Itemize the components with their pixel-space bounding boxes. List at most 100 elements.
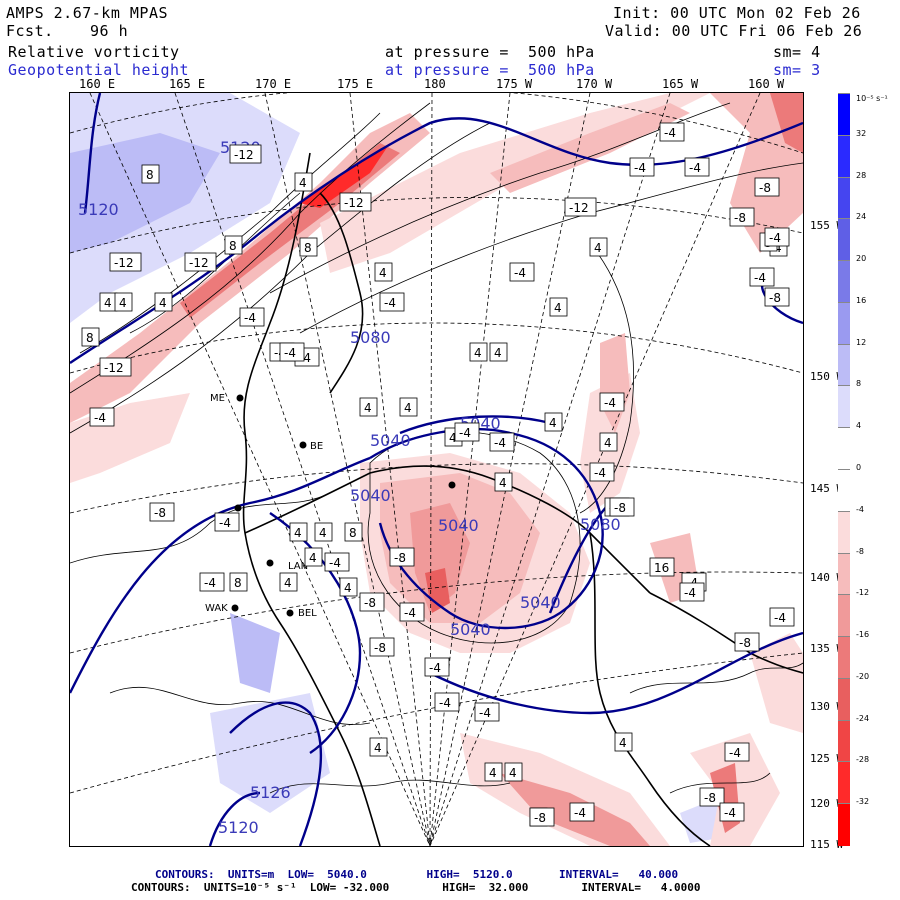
colorbar-segment	[838, 176, 850, 220]
valid-time: Valid: 00 UTC Fri 06 Feb 26	[605, 22, 863, 40]
vorticity-label-box	[494, 472, 513, 492]
vorticity-label-text: 4	[554, 301, 562, 315]
vorticity-label-text: -8	[769, 291, 781, 305]
station-label: WAK	[205, 603, 228, 614]
vorticity-label-text: -4	[459, 426, 471, 440]
vorticity-label-box	[609, 497, 635, 517]
vorticity-label: 8	[141, 164, 160, 184]
vorticity-label: -4	[764, 227, 790, 247]
footer-vorticity-contours: CONTOURS: UNITS=10⁻⁵ s⁻¹ LOW= -32.000 HI…	[131, 881, 701, 894]
vorticity-label: -8	[764, 287, 790, 307]
height-label: 5126	[250, 783, 291, 802]
vorticity-label-box	[549, 297, 568, 317]
vorticity-label: -4	[399, 602, 425, 622]
vorticity-label: 4	[469, 342, 488, 362]
vorticity-label-box	[659, 122, 685, 142]
colorbar-tick: 16	[856, 295, 867, 305]
height-label: 5040	[450, 620, 491, 639]
vorticity-label-text: 4	[494, 346, 502, 360]
vorticity-label-box	[229, 572, 248, 592]
vorticity-label: -4	[679, 582, 705, 602]
vorticity-label-text: 8	[86, 331, 94, 345]
vorticity-label-text: -4	[219, 516, 231, 530]
vorticity-label-text: -8	[534, 811, 546, 825]
vorticity-label-text: 8	[234, 576, 242, 590]
colorbar-segment	[838, 343, 850, 387]
lon-label: 160 E	[79, 77, 116, 91]
vorticity-label-box	[299, 237, 318, 257]
negative-vorticity-area	[770, 93, 803, 153]
positive-vorticity-area	[70, 133, 220, 253]
vorticity-label: 8	[344, 522, 363, 542]
vorticity-label: 8	[81, 327, 100, 347]
vorticity-label-box	[369, 737, 388, 757]
vorticity-label-box	[469, 342, 488, 362]
vorticity-label: 4	[314, 522, 333, 542]
vorticity-label-text: -4	[594, 466, 606, 480]
vorticity-label: -4	[324, 552, 350, 572]
vorticity-label-text: -4	[479, 706, 491, 720]
vorticity-label: -4	[434, 692, 460, 712]
colorbar-segment	[838, 761, 850, 805]
vorticity-label-text: 4	[284, 576, 292, 590]
vorticity-label-text: -12	[189, 256, 209, 270]
lat-label: 135 W	[810, 642, 844, 655]
colorbar-tick: 4	[856, 421, 862, 431]
lon-label: 175 E	[337, 77, 374, 91]
vorticity-label: 4	[544, 412, 563, 432]
lon-label: 165 E	[169, 77, 206, 91]
colorbar-tick: 0	[856, 463, 862, 472]
vorticity-label-box	[279, 342, 305, 362]
vorticity-label: -4	[684, 157, 710, 177]
map-panel: ME BE LAN WAK BEL 5120 5120 5080 5040 50…	[69, 92, 804, 847]
vorticity-label-box	[339, 577, 358, 597]
colorbar-segment	[838, 301, 850, 346]
lat-label: 140 W	[810, 571, 844, 584]
vorticity-label: -12	[229, 144, 262, 164]
vorticity-label-box	[279, 572, 298, 592]
positive-vorticity-area	[230, 613, 280, 693]
vorticity-label-text: 4	[319, 526, 327, 540]
vorticity-label: 4	[99, 292, 118, 312]
colorbar-tick: -12	[856, 588, 870, 598]
vorticity-label: 4	[399, 397, 418, 417]
vorticity-label-box	[424, 657, 450, 677]
vorticity-label-box	[434, 692, 460, 712]
vorticity-label-text: -12	[344, 196, 364, 210]
vorticity-label-box	[629, 157, 655, 177]
vorticity-label-box	[289, 522, 308, 542]
vorticity-label: 4	[549, 297, 568, 317]
smoothing-height: sm= 3	[773, 61, 821, 79]
vorticity-label: -12	[99, 357, 132, 377]
colorbar-tick: -20	[856, 671, 870, 681]
vorticity-label-text: 4	[344, 581, 352, 595]
vorticity-label-text: 4	[489, 766, 497, 780]
vorticity-label: -4	[279, 342, 305, 362]
vorticity-label: -12	[109, 252, 142, 272]
vorticity-label-text: 4	[104, 296, 112, 310]
field-vorticity: Relative vorticity	[8, 43, 180, 61]
vorticity-label-text: -12	[234, 148, 254, 162]
vorticity-label-text: -4	[514, 266, 526, 280]
vorticity-label-text: -4	[204, 576, 216, 590]
vorticity-label: -4	[379, 292, 405, 312]
station-dot	[234, 504, 242, 512]
negative-vorticity-area	[425, 568, 450, 613]
height-label: 5040	[370, 431, 411, 450]
vorticity-label-text: -4	[754, 271, 766, 285]
vorticity-label-text: 8	[229, 239, 237, 253]
vorticity-label: 4	[489, 342, 508, 362]
vorticity-label-box	[99, 357, 132, 377]
lat-label: 125 W	[810, 752, 844, 765]
vorticity-label-text: -4	[384, 296, 396, 310]
vorticity-label-text: -4	[94, 411, 106, 425]
vorticity-label: -8	[699, 787, 725, 807]
lat-label: 130 W	[810, 700, 844, 713]
vorticity-label-box	[89, 407, 115, 427]
vorticity-label: 8	[299, 237, 318, 257]
vorticity-label-text: -8	[614, 501, 626, 515]
colorbar-tick: -32	[856, 797, 870, 807]
colorbar-unit: 10⁻⁵ s⁻¹	[856, 94, 888, 103]
vorticity-label: 4	[614, 732, 633, 752]
